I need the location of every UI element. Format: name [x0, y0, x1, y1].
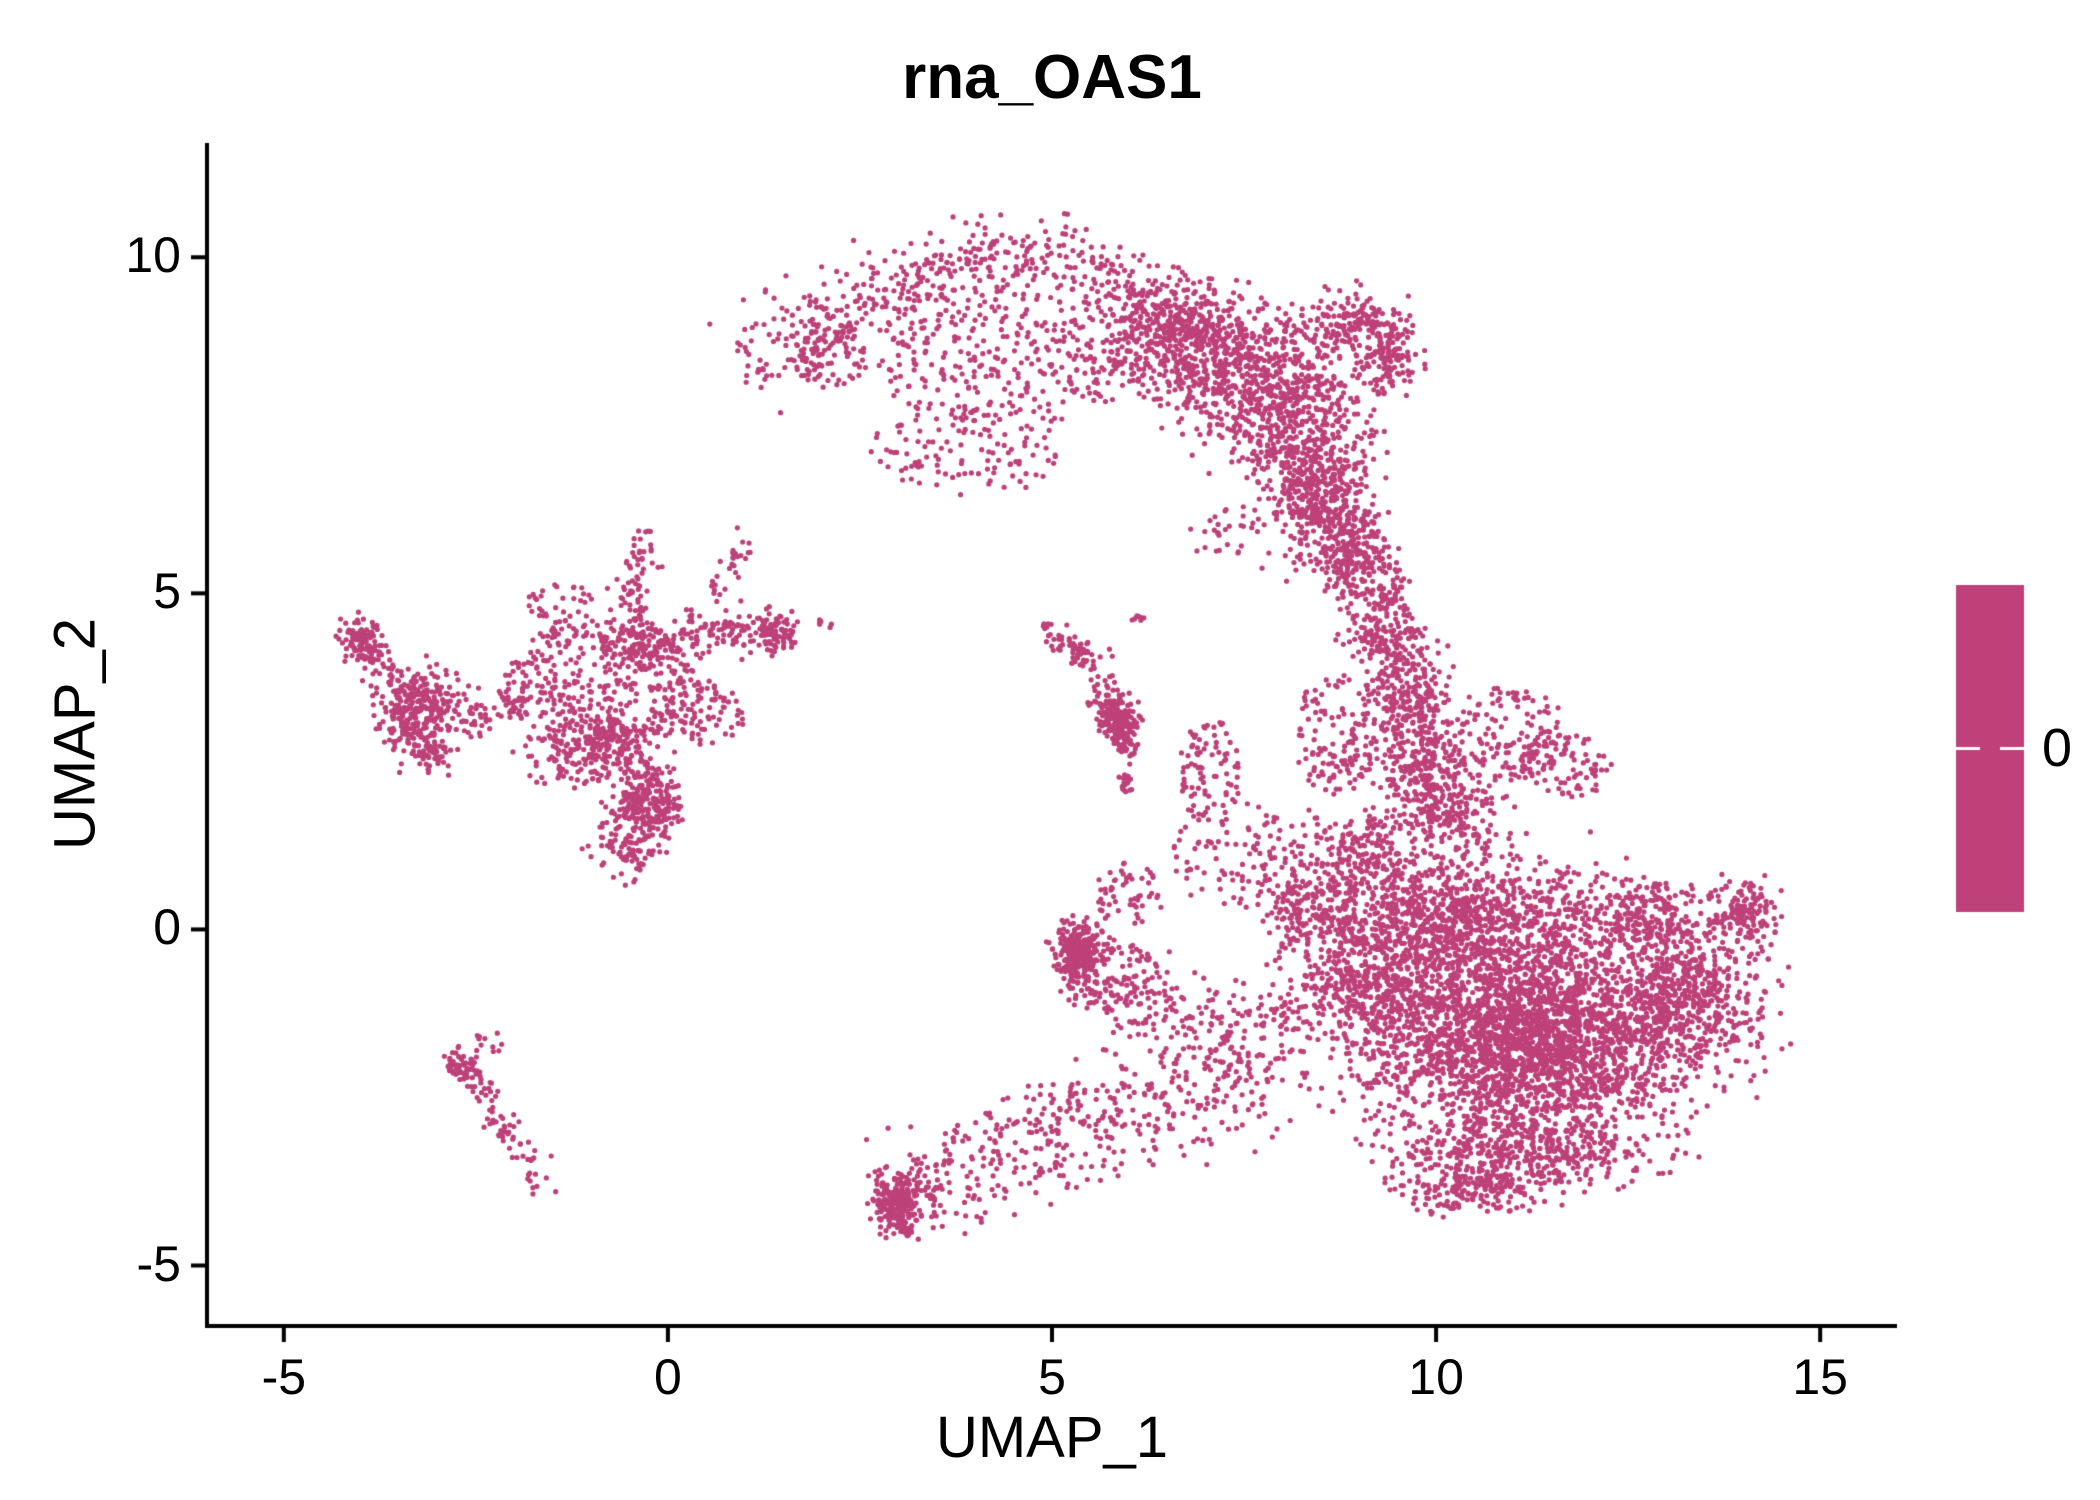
y-axis-tick-label: -5	[136, 1235, 181, 1292]
x-axis-tick-label: -5	[261, 1349, 307, 1405]
y-axis-label: UMAP_2	[42, 617, 108, 851]
x-axis-label: UMAP_1	[935, 1405, 1169, 1470]
y-axis-tick-label: 10	[125, 227, 181, 284]
y-axis-tick-label: 5	[153, 563, 181, 620]
y-axis-tick-label: 0	[153, 899, 181, 956]
legend-value-label: 0	[2042, 718, 2073, 778]
x-axis-tick-label: 5	[1038, 1349, 1066, 1405]
x-axis-tick-label: 10	[1408, 1349, 1464, 1405]
chart-title: rna_OAS1	[902, 43, 1202, 112]
x-axis-tick-label: 15	[1792, 1349, 1848, 1405]
x-axis-tick-label: 0	[654, 1349, 682, 1405]
